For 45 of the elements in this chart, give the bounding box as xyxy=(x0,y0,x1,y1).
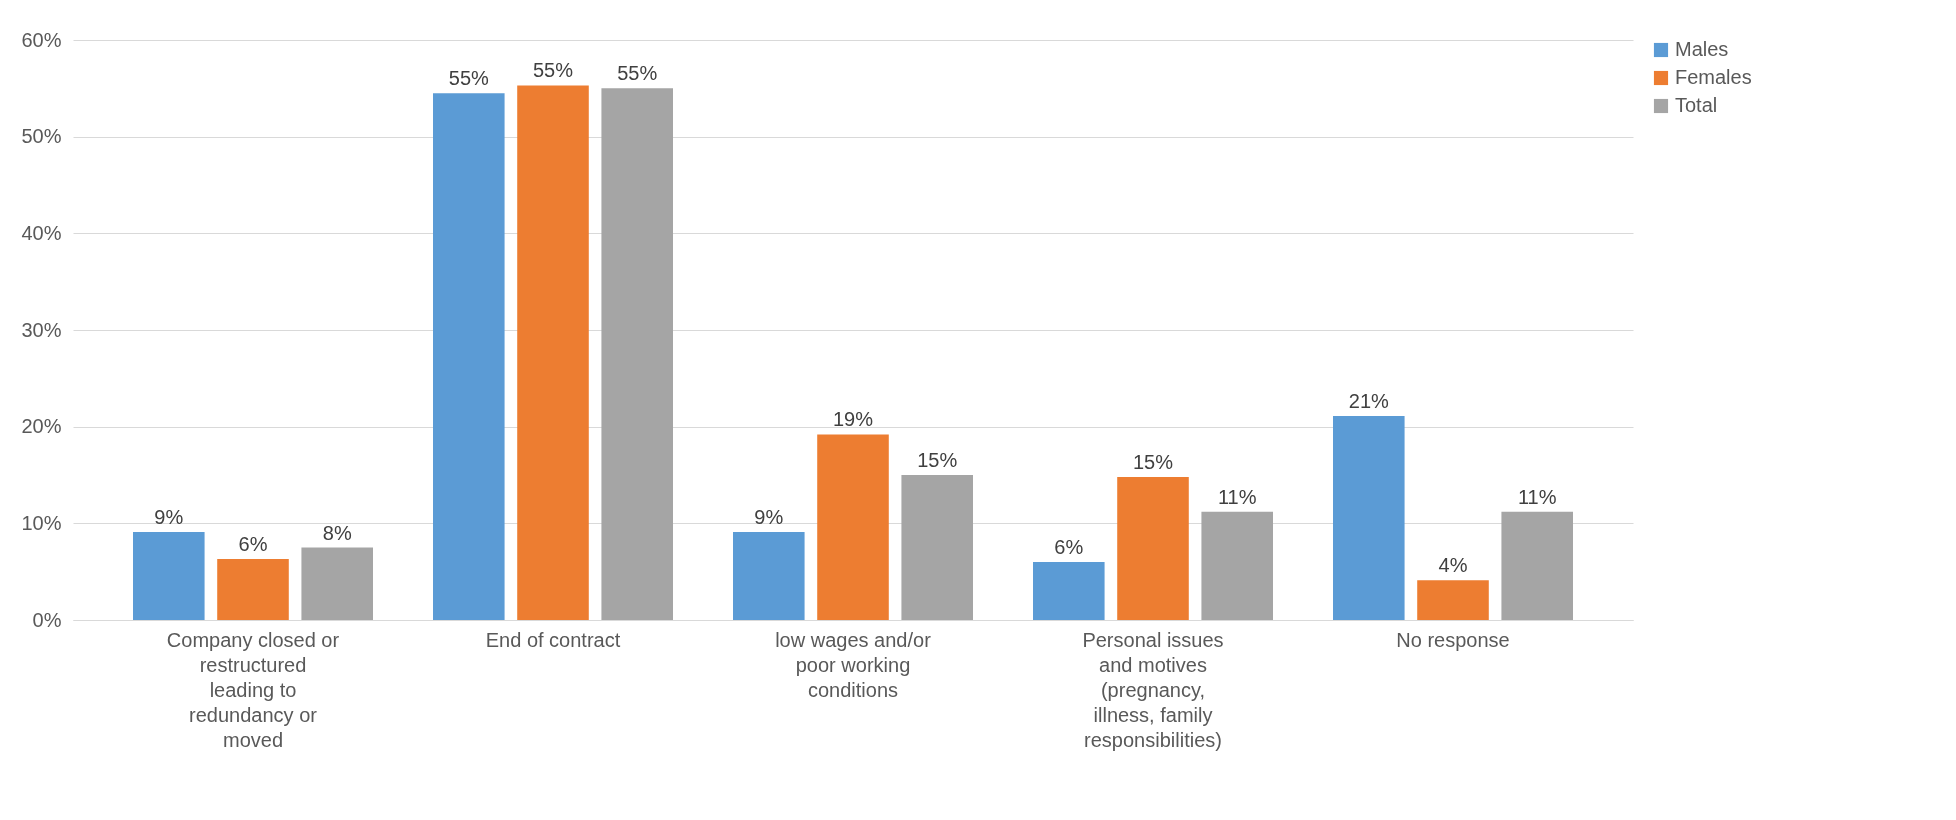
y-tick-label: 40% xyxy=(21,221,62,244)
bar xyxy=(433,93,505,620)
bar xyxy=(517,85,589,620)
data-label: 11% xyxy=(1517,485,1557,508)
bar xyxy=(1033,562,1105,620)
x-tick-label: Personal issues and motives (pregnancy, illness, family responsibilities) xyxy=(1082,628,1224,751)
y-tick-label: 60% xyxy=(21,28,62,51)
bar xyxy=(817,434,889,620)
data-label: 4% xyxy=(1438,554,1468,577)
legend-label: Males xyxy=(1675,38,1729,60)
bar xyxy=(133,532,205,620)
y-tick-label: 30% xyxy=(21,318,62,341)
bar xyxy=(1417,580,1489,620)
bar xyxy=(1117,476,1189,620)
data-label: 9% xyxy=(154,506,184,529)
data-label: 8% xyxy=(322,521,352,544)
x-tick-label: No response xyxy=(1396,628,1510,651)
x-tick-label: low wages and/or poor working conditions xyxy=(775,628,932,701)
bar xyxy=(1333,416,1405,620)
bar xyxy=(1501,511,1573,620)
x-tick-label: Company closed or restructured leading to redundancy or moved xyxy=(166,628,340,751)
bar xyxy=(901,475,973,620)
data-label: 19% xyxy=(832,408,874,431)
data-label: 55% xyxy=(532,59,574,82)
data-label: 55% xyxy=(448,67,490,90)
bar xyxy=(217,559,289,620)
y-tick-label: 10% xyxy=(21,511,62,534)
data-label: 6% xyxy=(1054,536,1084,558)
legend-label: Total xyxy=(1675,94,1718,116)
data-label: 6% xyxy=(238,533,268,556)
bar xyxy=(1201,511,1273,620)
data-label: 55% xyxy=(617,62,658,85)
bar xyxy=(601,88,673,620)
data-label: 15% xyxy=(917,449,958,471)
legend-label: Females xyxy=(1675,66,1752,88)
y-tick-label: 20% xyxy=(21,415,62,438)
bar xyxy=(733,532,805,620)
data-label: 9% xyxy=(754,506,784,529)
y-tick-label: 50% xyxy=(21,125,62,148)
data-label: 21% xyxy=(1348,390,1390,413)
bar xyxy=(301,547,373,620)
data-label: 11% xyxy=(1217,485,1257,508)
y-tick-label: 0% xyxy=(32,608,62,631)
data-label: 15% xyxy=(1132,450,1174,473)
x-tick-label: End of contract xyxy=(485,628,621,651)
